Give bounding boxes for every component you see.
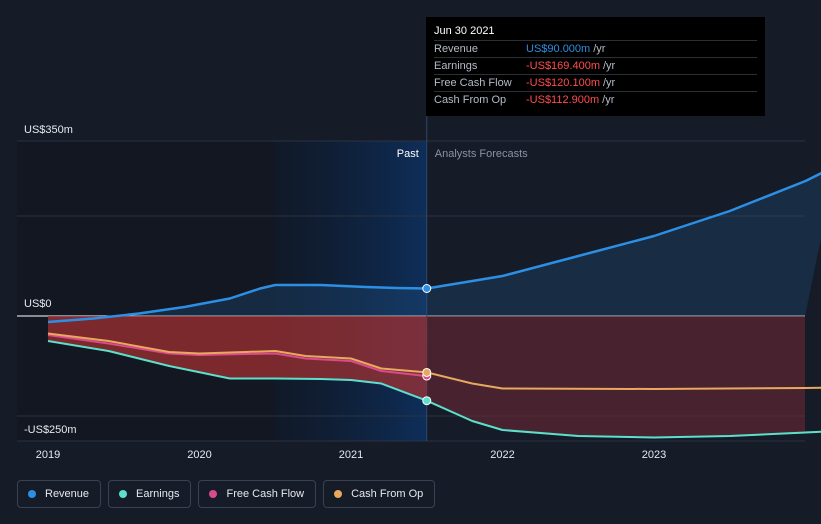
past-label: Past	[397, 148, 419, 160]
x-tick-label: 2019	[36, 449, 60, 461]
free-cash-flow-line	[47, 334, 427, 378]
legend-item-revenue[interactable]: Revenue	[17, 480, 102, 508]
x-tick-label: 2020	[187, 449, 211, 461]
cash-from-op-line	[47, 332, 821, 390]
legend-dot-icon	[209, 490, 218, 498]
tooltip-row-value: -US$112.900m	[526, 94, 600, 106]
y-axis-label: -US$250m	[24, 424, 77, 436]
tooltip-row-cash-from-op: Cash From Op -US$112.900m /yr	[434, 92, 757, 108]
forecast-label: Analysts Forecasts	[435, 148, 528, 160]
legend-label: Revenue	[45, 488, 90, 500]
earnings-past-area	[48, 316, 427, 401]
tooltip-row-earnings: Earnings -US$169.400m /yr	[434, 58, 757, 75]
x-tick-label: 2023	[642, 449, 666, 461]
legend-dot-icon	[334, 490, 343, 498]
tooltip-row-value: US$90.000m	[526, 43, 591, 55]
legend-dot-icon	[28, 490, 36, 498]
legend-label: Free Cash Flow	[226, 488, 305, 500]
tooltip-row-value: -US$120.100m	[526, 77, 600, 89]
tooltip-row-unit: /yr	[602, 94, 615, 106]
tooltip-row-value: -US$169.400m	[526, 60, 600, 72]
chart-svg: US$350m US$0 -US$250m 2019 2020 2021 2022 2023 P…	[17, 116, 821, 461]
legend-item-cash-from-op[interactable]: Cash From Op	[323, 480, 436, 508]
legend-label: Cash From Op	[351, 488, 424, 500]
y-axis-label: US$0	[24, 298, 52, 310]
tooltip-row-unit: /yr	[603, 77, 616, 89]
earnings-line	[47, 340, 821, 439]
earnings-marker	[422, 396, 432, 406]
revenue-line	[47, 171, 821, 324]
revenue-area	[48, 173, 821, 322]
tooltip-row-label: Free Cash Flow	[434, 77, 512, 89]
tooltip-row-unit: /yr	[593, 43, 606, 55]
legend-item-earnings[interactable]: Earnings	[108, 480, 192, 508]
legend-dot-icon	[119, 490, 128, 498]
earnings-forecast-area	[426, 316, 821, 438]
y-axis-label: US$350m	[24, 124, 73, 136]
legend-item-free-cash-flow[interactable]: Free Cash Flow	[198, 480, 317, 508]
legend: Revenue Earnings Free Cash Flow Cash Fro…	[17, 480, 436, 508]
x-tick-label: 2021	[339, 449, 363, 461]
cash-from-op-marker	[422, 367, 432, 377]
tooltip-date: Jun 30 2021	[434, 23, 757, 41]
tooltip-row-unit: /yr	[603, 60, 616, 72]
tooltip-row-free-cash-flow: Free Cash Flow -US$120.100m /yr	[434, 75, 757, 92]
tooltip-row-revenue: Revenue US$90.000m /yr	[434, 41, 757, 58]
tooltip-row-label: Revenue	[434, 43, 479, 55]
tooltip-row-label: Cash From Op	[434, 94, 507, 106]
legend-label: Earnings	[136, 488, 180, 500]
tooltip: Jun 30 2021 Revenue US$90.000m /yr Earni…	[426, 17, 765, 116]
revenue-marker	[422, 284, 432, 293]
tooltip-row-label: Earnings	[434, 60, 478, 72]
x-tick-label: 2022	[490, 449, 514, 461]
